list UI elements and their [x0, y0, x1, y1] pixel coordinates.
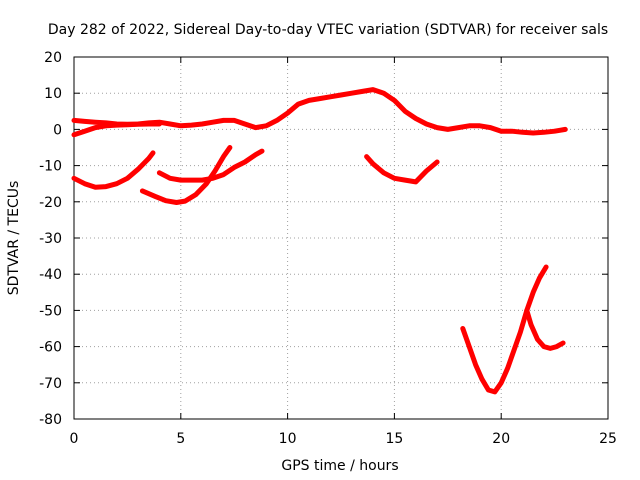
y-tick-label: -10 — [39, 159, 62, 175]
series-line-arc-c — [156, 148, 265, 183]
series-line-arc-f — [524, 307, 566, 351]
y-tick-label: 0 — [53, 122, 62, 138]
y-tick-label: -30 — [39, 231, 62, 247]
x-tick-label: 20 — [492, 431, 510, 447]
x-axis-title: GPS time / hours — [281, 458, 398, 474]
series-group — [71, 87, 568, 395]
series-line-arc-b — [139, 145, 233, 205]
series-line-secondary-track — [71, 121, 162, 138]
y-tick-label: 10 — [44, 86, 62, 102]
x-tick-label: 10 — [279, 431, 297, 447]
y-tick-label: -70 — [39, 376, 62, 392]
x-tick-label: 25 — [599, 431, 617, 447]
x-tick-label: 5 — [176, 431, 185, 447]
series-line-arc-e — [460, 264, 549, 395]
series-line-arc-a — [71, 150, 156, 190]
y-tick-label: -60 — [39, 340, 62, 356]
y-tick-label: -40 — [39, 267, 62, 283]
axis-ticks: 0 5 10 15 20 25 20 10 0 -10 -20 -30 -40 -50 -60 -70 -80 — [39, 50, 617, 447]
y-tick-label: -80 — [39, 412, 62, 428]
x-tick-label: 15 — [385, 431, 403, 447]
y-tick-label: -50 — [39, 303, 62, 319]
y-tick-label: 20 — [44, 50, 62, 66]
y-axis-title: SDTVAR / TECUs — [6, 181, 22, 296]
series-line-arc-d — [364, 154, 440, 185]
chart-title: Day 282 of 2022, Sidereal Day-to-day VTE… — [48, 22, 608, 38]
y-tick-label: -20 — [39, 195, 62, 211]
x-tick-label: 0 — [70, 431, 79, 447]
grid — [74, 57, 608, 419]
